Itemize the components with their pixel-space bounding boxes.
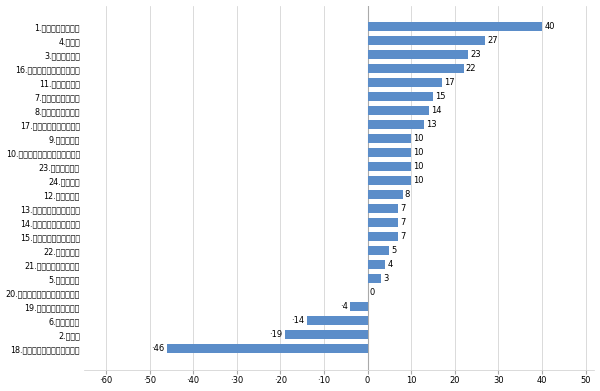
Bar xyxy=(285,330,368,339)
Bar xyxy=(368,106,428,115)
Bar xyxy=(368,64,464,73)
Text: 0: 0 xyxy=(370,288,375,297)
Bar xyxy=(368,22,542,31)
Bar xyxy=(167,344,368,353)
Text: 4: 4 xyxy=(387,260,392,269)
Bar xyxy=(307,316,368,325)
Text: 8: 8 xyxy=(404,190,410,199)
Text: 15: 15 xyxy=(435,92,446,101)
Text: 7: 7 xyxy=(400,218,406,227)
Text: ·19: ·19 xyxy=(269,330,283,339)
Bar xyxy=(368,134,411,143)
Bar xyxy=(368,246,389,255)
Text: 40: 40 xyxy=(544,22,555,31)
Bar xyxy=(368,36,485,45)
Text: 5: 5 xyxy=(392,246,397,255)
Text: ·14: ·14 xyxy=(291,316,304,325)
Bar xyxy=(368,50,468,59)
Text: 10: 10 xyxy=(413,162,424,171)
Text: 23: 23 xyxy=(470,50,481,59)
Bar xyxy=(368,274,381,283)
Text: 14: 14 xyxy=(431,106,442,115)
Text: 10: 10 xyxy=(413,176,424,185)
Bar xyxy=(368,204,398,213)
Bar xyxy=(368,176,411,185)
Bar xyxy=(368,92,433,101)
Bar xyxy=(350,302,368,311)
Text: 7: 7 xyxy=(400,232,406,241)
Text: 27: 27 xyxy=(488,36,498,45)
Bar xyxy=(368,120,424,129)
Bar xyxy=(368,162,411,171)
Bar xyxy=(368,190,403,199)
Text: 22: 22 xyxy=(466,64,476,73)
Text: 10: 10 xyxy=(413,134,424,143)
Text: 13: 13 xyxy=(427,120,437,129)
Text: 3: 3 xyxy=(383,274,388,283)
Bar xyxy=(368,232,398,241)
Text: 7: 7 xyxy=(400,204,406,213)
Bar xyxy=(368,218,398,227)
Text: ·4: ·4 xyxy=(340,302,348,311)
Bar xyxy=(368,78,442,87)
Text: 17: 17 xyxy=(444,78,455,87)
Bar xyxy=(368,260,385,269)
Text: ·46: ·46 xyxy=(152,344,165,353)
Bar xyxy=(368,148,411,157)
Text: 10: 10 xyxy=(413,148,424,157)
